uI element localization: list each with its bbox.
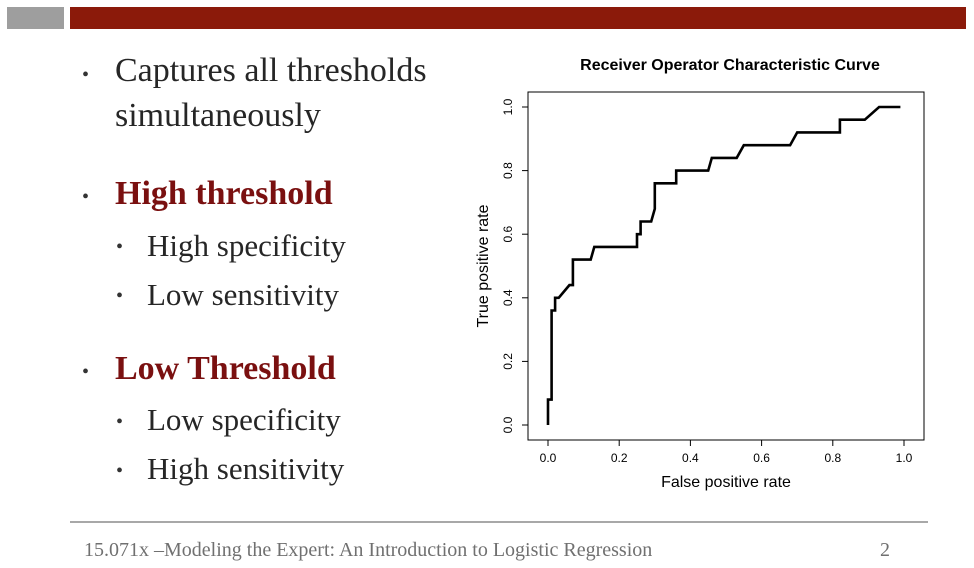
sub-bullet-low-specificity: Low specificity [147,402,341,437]
y-axis-label: True positive rate [475,204,492,327]
x-tick-label: 0.6 [753,451,770,465]
x-tick-label: 0.4 [682,451,699,465]
header-accent-gray [7,7,64,29]
roc-curve-line [546,105,901,425]
y-tick-label: 1.0 [501,98,515,115]
x-tick-label: 0.0 [540,451,557,465]
bullet-dot: • [82,64,90,86]
header-accent-red [70,7,966,29]
sub-bullet-dot: • [116,460,124,482]
bullet-dot: • [82,186,90,208]
sub-bullet-dot: • [116,411,124,433]
x-tick-label: 1.0 [896,451,913,465]
y-tick-label: 0.8 [501,162,515,179]
bullet-low-threshold: Low Threshold [115,350,336,387]
y-tick-label: 0.2 [501,353,515,370]
slide-number: 2 [880,539,890,561]
chart-title: Receiver Operator Characteristic Curve [580,57,880,74]
sub-bullet-low-sensitivity: Low sensitivity [147,277,340,312]
sub-bullet-dot: • [116,236,124,258]
y-axis: 0.0 0.2 0.4 0.6 0.8 1.0 [501,98,528,433]
y-tick-label: 0.6 [501,226,515,243]
sub-bullet-high-specificity: High specificity [147,228,346,263]
y-tick-label: 0.4 [501,289,515,306]
bullet-list: • Captures all thresholds simultaneously… [78,0,478,520]
sub-bullet-high-sensitivity: High sensitivity [147,451,345,486]
roc-plot: Receiver Operator Characteristic Curve 0… [470,48,940,508]
bullet-captures-line2: simultaneously [115,97,321,134]
bullet-captures-line1: Captures all thresholds [115,52,427,89]
bullet-high-threshold: High threshold [115,175,333,212]
x-tick-label: 0.2 [611,451,628,465]
x-axis: 0.0 0.2 0.4 0.6 0.8 1.0 [540,440,913,465]
bullet-dot: • [82,361,90,383]
sub-bullet-dot: • [116,285,124,307]
footer-divider [70,521,928,523]
roc-chart-svg: Receiver Operator Characteristic Curve 0… [475,57,925,491]
x-tick-label: 0.8 [824,451,841,465]
footer-course-title: 15.071x –Modeling the Expert: An Introdu… [84,539,653,561]
plot-frame [527,91,925,441]
y-tick-label: 0.0 [501,416,515,433]
x-axis-label: False positive rate [661,474,791,491]
